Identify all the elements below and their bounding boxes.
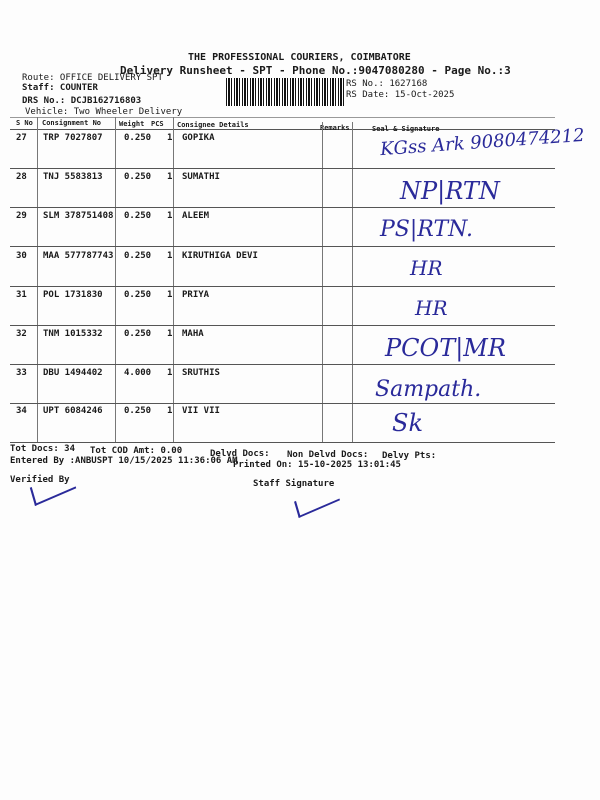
staff-signature-mark	[294, 483, 340, 519]
weight-cell: 4.000	[124, 368, 152, 378]
consignment-cell: TNJ 5583813	[43, 172, 103, 182]
delvy-pts: Delvy Pts:	[382, 451, 437, 461]
weight-cell: 0.250	[124, 329, 152, 339]
table-row: 34 UPT 6084246 0.250 1 VII VII	[10, 406, 555, 445]
col-remarks: Remarks	[320, 124, 350, 132]
consignment-cell: UPT 6084246	[43, 406, 103, 416]
sno-cell: 29	[16, 211, 27, 221]
consignment-cell: POL 1731830	[43, 290, 103, 300]
table-row: 33 DBU 1494402 4.000 1 SRUTHIS	[10, 368, 555, 407]
weight-cell: 0.250	[124, 251, 152, 261]
weight-cell: 0.250	[124, 290, 152, 300]
sno-cell: 32	[16, 329, 27, 339]
handwritten-signature: PCOT|MR	[385, 334, 506, 362]
weight-cell: 0.250	[124, 172, 152, 182]
delvd-docs: Delvd Docs:	[210, 449, 270, 459]
handwritten-signature: PS|RTN.	[380, 217, 473, 242]
route: Route: OFFICE DELIVERY SPT	[22, 73, 163, 83]
sno-cell: 34	[16, 406, 27, 416]
pcs-cell: 1	[167, 406, 173, 416]
company-name: THE PROFESSIONAL COURIERS, COIMBATORE	[188, 52, 411, 63]
drs-no: DRS No.: DCJB162716803	[22, 96, 142, 106]
rs-no: RS No.: 1627168	[346, 79, 428, 89]
table-row: 27 TRP 7027807 0.250 1 GOPIKA	[10, 133, 555, 172]
consignee-cell: GOPIKA	[182, 133, 215, 143]
barcode	[226, 78, 344, 106]
sno-cell: 33	[16, 368, 27, 378]
staff: Staff: COUNTER	[22, 83, 98, 93]
pcs-cell: 1	[167, 368, 173, 378]
weight-cell: 0.250	[124, 211, 152, 221]
consignee-cell: SUMATHI	[182, 172, 220, 182]
handwritten-signature: Sampath.	[375, 377, 482, 402]
col-pcs: PCS	[151, 120, 164, 128]
sno-cell: 28	[16, 172, 27, 182]
col-seal: Seal & Signature	[372, 125, 440, 133]
consignee-cell: VII VII	[182, 406, 220, 416]
consignee-cell: KIRUTHIGA DEVI	[182, 251, 258, 261]
col-consignment: Consignment No	[42, 119, 102, 127]
col-consignee: Consignee Details	[177, 121, 249, 129]
tot-cod: Tot COD Amt: 0.00	[90, 446, 183, 456]
rs-date: RS Date: 15-Oct-2025	[346, 90, 455, 100]
tot-docs: Tot Docs: 34	[10, 444, 76, 454]
col-weight: Weight	[119, 120, 145, 128]
consignee-cell: PRIYA	[182, 290, 210, 300]
handwritten-signature: HR	[410, 256, 443, 280]
table-row: 29 SLM 378751408 0.250 1 ALEEM	[10, 211, 555, 250]
sno-cell: 31	[16, 290, 27, 300]
weight-cell: 0.250	[124, 133, 152, 143]
staff-signature-label: Staff Signature	[253, 479, 335, 489]
table-row: 32 TNM 1015332 0.250 1 MAHA	[10, 329, 555, 368]
consignment-cell: SLM 378751408	[43, 211, 114, 221]
pcs-cell: 1	[167, 251, 173, 261]
entered-by: Entered By :ANBUSPT 10/15/2025 11:36:06 …	[10, 456, 238, 466]
pcs-cell: 1	[167, 172, 173, 182]
consignment-cell: TNM 1015332	[43, 329, 103, 339]
sno-cell: 30	[16, 251, 27, 261]
table-row: 30 MAA 577787743 0.250 1 KIRUTHIGA DEVI	[10, 251, 555, 290]
pcs-cell: 1	[167, 290, 173, 300]
pcs-cell: 1	[167, 329, 173, 339]
printed-on: Printed On: 15-10-2025 13:01:45	[233, 460, 401, 470]
table-row: 28 TNJ 5583813 0.250 1 SUMATHI	[10, 172, 555, 211]
consignee-cell: SRUTHIS	[182, 368, 220, 378]
sno-cell: 27	[16, 133, 27, 143]
verified-by-label: Verified By	[10, 475, 70, 485]
vehicle: Vehicle: Two Wheeler Delivery	[25, 107, 183, 117]
handwritten-signature: HR	[415, 296, 448, 320]
consignment-cell: DBU 1494402	[43, 368, 103, 378]
table-row: 31 POL 1731830 0.250 1 PRIYA	[10, 290, 555, 329]
pcs-cell: 1	[167, 211, 173, 221]
col-sno: S No	[16, 119, 33, 127]
weight-cell: 0.250	[124, 406, 152, 416]
runsheet-title: Delivery Runsheet - SPT - Phone No.:9047…	[120, 64, 511, 77]
handwritten-signature: NP|RTN	[400, 177, 500, 205]
consignment-cell: MAA 577787743	[43, 251, 114, 261]
handwritten-signature: Sk	[392, 409, 423, 437]
non-delvd-docs: Non Delvd Docs:	[287, 450, 369, 460]
pcs-cell: 1	[167, 133, 173, 143]
consignee-cell: MAHA	[182, 329, 204, 339]
consignee-cell: ALEEM	[182, 211, 210, 221]
consignment-cell: TRP 7027807	[43, 133, 103, 143]
